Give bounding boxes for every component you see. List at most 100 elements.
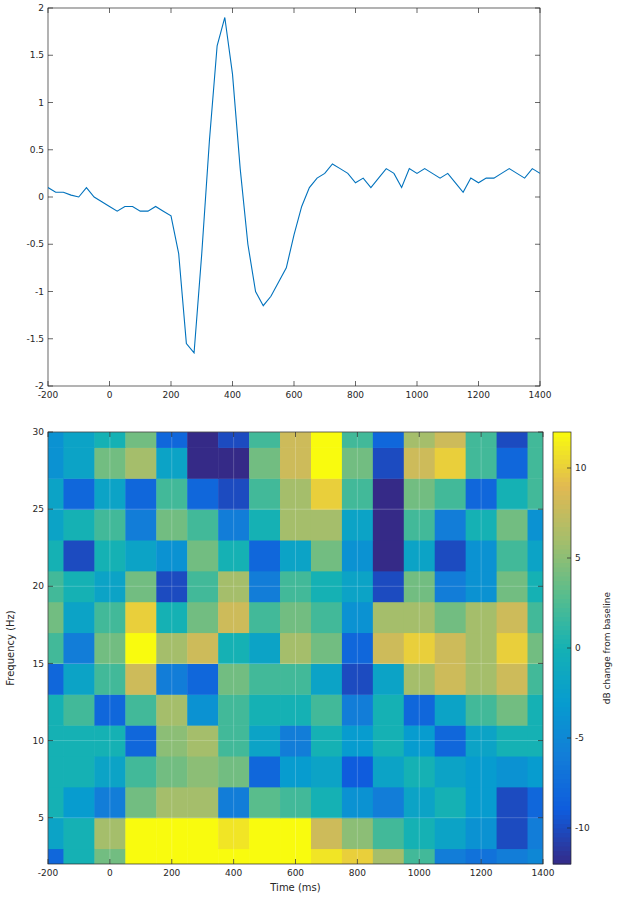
x-tick: [233, 859, 234, 864]
heatmap-cell: [497, 818, 528, 849]
x-tick-label: 400: [224, 390, 241, 400]
heatmap-cell: [311, 849, 342, 864]
heatmap-cell: [63, 633, 94, 664]
heatmap-cell: [48, 694, 64, 725]
x-tick: [543, 432, 544, 437]
heatmap-cell: [311, 694, 342, 725]
heatmap-cell: [187, 633, 218, 664]
heatmap-cell: [528, 694, 543, 725]
heatmap-cell: [373, 818, 404, 849]
y-tick-label: 30: [33, 427, 45, 437]
heatmap-cell: [63, 663, 94, 694]
heatmap-cell: [125, 540, 156, 571]
heatmap-cell: [373, 756, 404, 787]
x-tick: [543, 859, 544, 864]
colorbar-tick: [567, 738, 571, 739]
x-tick: [357, 432, 358, 437]
colorbar-swatch: [553, 446, 571, 451]
x-tick-label: 200: [162, 390, 179, 400]
y-tick-label: 15: [33, 659, 44, 669]
heatmap-cell: [373, 478, 404, 509]
colorbar-tick: [567, 648, 571, 649]
colorbar-swatch: [553, 459, 571, 464]
axes-frame: [48, 8, 540, 386]
heatmap-cell: [528, 633, 543, 664]
colorbar-swatch: [553, 513, 571, 518]
colorbar-swatch: [553, 482, 571, 487]
colorbar-swatch: [553, 765, 571, 770]
x-tick: [540, 8, 541, 13]
colorbar-swatch: [553, 477, 571, 482]
heatmap-cell: [249, 818, 280, 849]
heatmap-cell: [48, 478, 64, 509]
colorbar-swatch: [553, 531, 571, 536]
colorbar-swatch: [553, 837, 571, 842]
heatmap-cell: [435, 787, 466, 818]
x-tick: [419, 859, 420, 864]
colorbar-swatch: [553, 563, 571, 568]
heatmap-cell: [435, 540, 466, 571]
x-tick-label: 0: [107, 868, 113, 878]
heatmap-cell: [435, 447, 466, 478]
y-tick-label: 5: [38, 813, 44, 823]
x-tick: [417, 381, 418, 386]
x-tick-label: 800: [347, 390, 364, 400]
heatmap-cell: [528, 478, 543, 509]
y-tick: [48, 740, 53, 741]
y-tick: [535, 291, 540, 292]
heatmap-cell: [48, 602, 64, 633]
colorbar-swatch: [553, 567, 571, 572]
heatmap-cell: [249, 663, 280, 694]
colorbar-swatch: [553, 504, 571, 509]
colorbar-swatch: [553, 639, 571, 644]
colorbar-swatch: [553, 747, 571, 752]
x-tick: [109, 432, 110, 437]
colorbar-swatch: [553, 653, 571, 658]
heatmap-cell: [528, 447, 543, 478]
heatmap-cell: [187, 509, 218, 540]
colorbar-swatch: [553, 770, 571, 775]
x-tick: [233, 432, 234, 437]
colorbar-swatch: [553, 797, 571, 802]
y-tick: [48, 432, 53, 433]
y-tick: [535, 8, 540, 9]
colorbar-swatch: [553, 675, 571, 680]
heatmap-cell: [125, 478, 156, 509]
colorbar-swatch: [553, 828, 571, 833]
y-tick: [535, 244, 540, 245]
colorbar-swatch: [553, 702, 571, 707]
colorbar-swatch: [553, 680, 571, 685]
heatmap-cell: [63, 849, 94, 864]
grid-line: [357, 432, 358, 864]
y-tick: [48, 55, 53, 56]
heatmap-cell: [63, 432, 94, 448]
heatmap-cell: [311, 432, 342, 448]
heatmap-cell: [373, 602, 404, 633]
colorbar-swatch: [553, 437, 571, 442]
heatmap-cell: [373, 540, 404, 571]
y-tick: [538, 586, 543, 587]
colorbar-swatch: [553, 581, 571, 586]
colorbar-swatch: [553, 806, 571, 811]
y-tick: [48, 102, 53, 103]
grid-line: [233, 432, 234, 864]
colorbar-swatch: [553, 554, 571, 559]
colorbar-swatch: [553, 738, 571, 743]
colorbar-swatch: [553, 851, 571, 856]
grid-line: [48, 663, 543, 664]
colorbar-swatch: [553, 617, 571, 622]
heatmap-cell: [373, 432, 404, 448]
colorbar-swatch: [553, 558, 571, 563]
heatmap-cell: [48, 818, 64, 849]
colorbar-swatch: [553, 810, 571, 815]
colorbar-swatch: [553, 522, 571, 527]
y-tick: [535, 55, 540, 56]
heatmap-cell: [311, 447, 342, 478]
colorbar-swatch: [553, 662, 571, 667]
colorbar-tick: [567, 558, 571, 559]
y-tick: [48, 291, 53, 292]
colorbar-swatch: [553, 792, 571, 797]
heatmap-cell: [528, 849, 543, 864]
heatmap-cell: [249, 478, 280, 509]
figure: -2000200400600800100012001400-2-1.5-1-0.…: [0, 0, 638, 907]
